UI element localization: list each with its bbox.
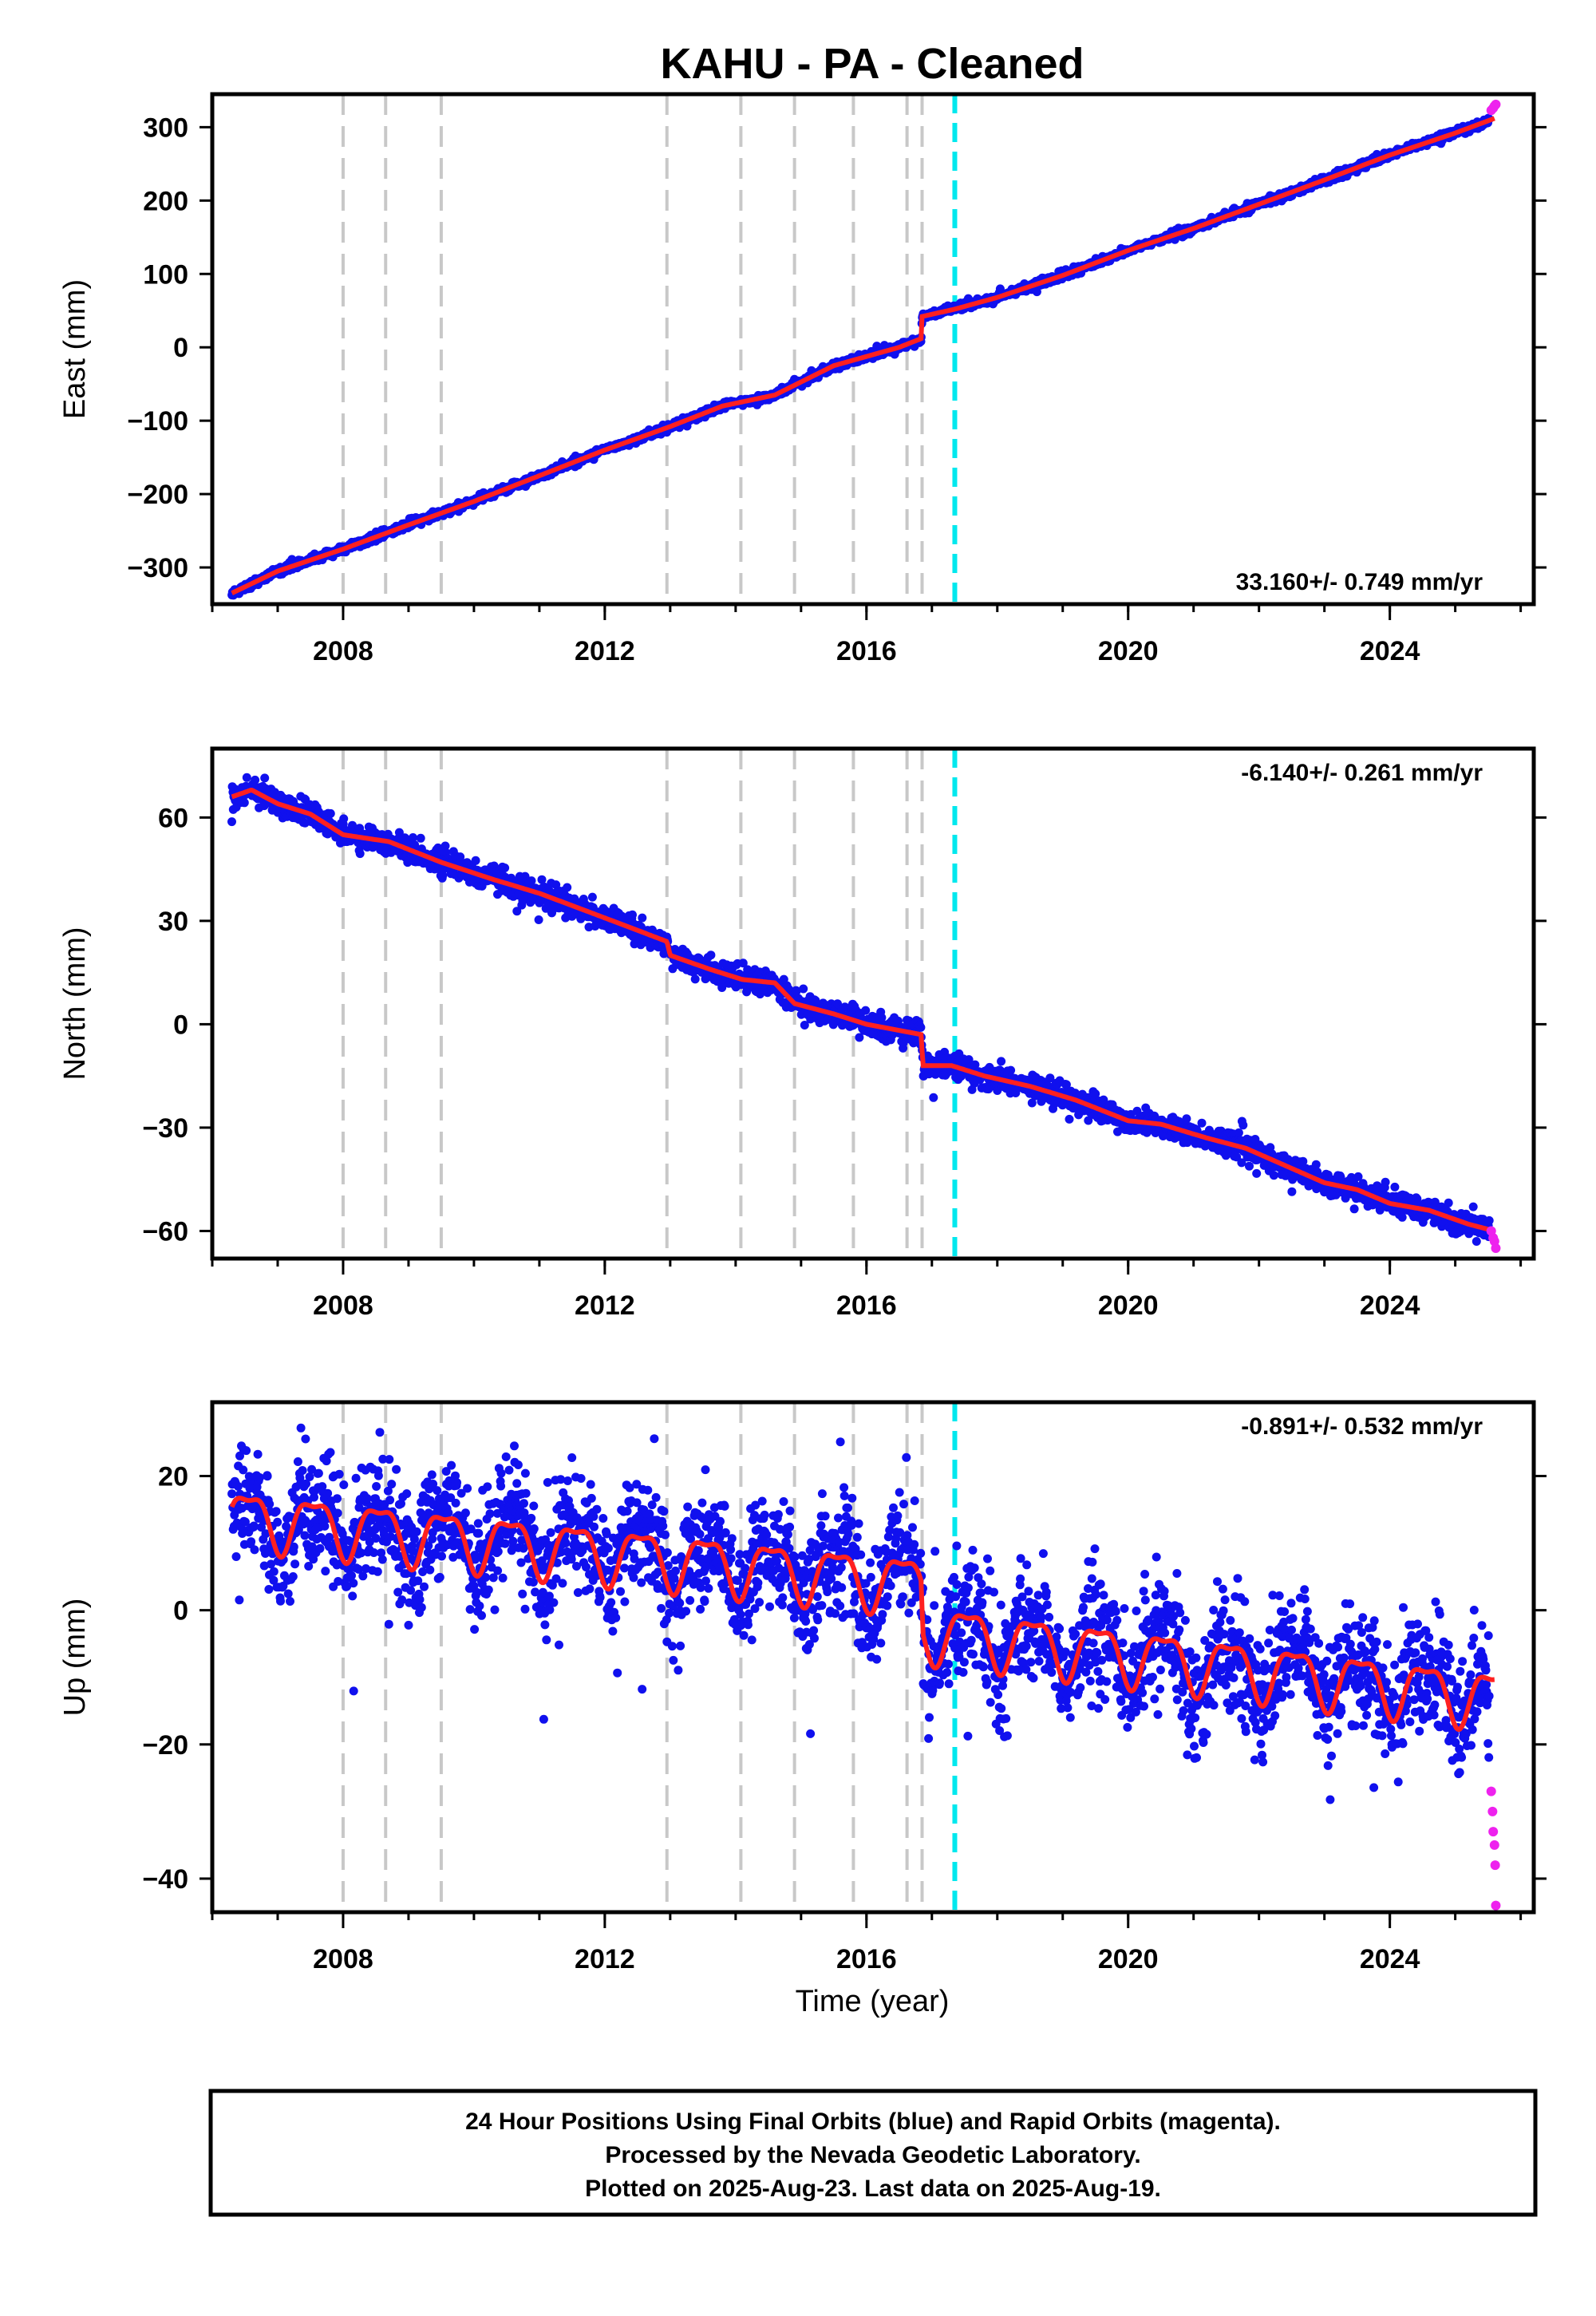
final-point	[628, 910, 637, 919]
final-point	[348, 820, 357, 830]
final-point	[1245, 1161, 1254, 1171]
final-point	[355, 849, 365, 859]
final-point	[251, 775, 260, 785]
final-point	[416, 833, 425, 843]
y-tick-label: 300	[143, 113, 188, 143]
y-axis-label: East (mm)	[58, 279, 92, 419]
chart-title: KAHU - PA - Cleaned	[660, 40, 1084, 88]
final-point	[527, 876, 536, 886]
rapid-point	[1491, 99, 1501, 109]
final-point	[537, 875, 547, 884]
final-point	[1238, 1120, 1248, 1130]
final-point	[997, 1057, 1006, 1066]
final-point	[440, 841, 450, 851]
final-point	[500, 864, 510, 872]
y-tick-label: 200	[143, 186, 188, 216]
final-point	[1197, 1118, 1207, 1128]
final-point	[438, 871, 448, 880]
fit-line	[231, 116, 1495, 595]
final-point	[1182, 1114, 1191, 1124]
final-point	[1252, 1168, 1262, 1178]
x-tick-label: 2020	[1098, 636, 1159, 666]
y-tick-label: 100	[143, 259, 188, 290]
final-point	[471, 856, 480, 865]
final-point	[242, 773, 251, 782]
rate-label: 33.160+/- 0.749 mm/yr	[1236, 569, 1483, 595]
x-tick-label: 2012	[575, 636, 635, 666]
final-point	[706, 951, 716, 960]
final-point	[1065, 1114, 1074, 1124]
final-point	[861, 1006, 871, 1015]
y-tick-label: −300	[127, 553, 188, 583]
x-tick-label: 2024	[1360, 636, 1420, 666]
final-point	[227, 817, 236, 827]
final-point	[799, 984, 808, 994]
y-tick-label: −200	[127, 480, 188, 510]
panel-frame	[210, 92, 1536, 607]
final-point	[717, 983, 727, 992]
final-point	[409, 833, 417, 842]
final-point	[339, 814, 349, 824]
final-point	[534, 915, 543, 924]
panels-group: −300 −200 −100 0 100 200 300 East (mm) 2008 2012 2…	[58, 92, 1547, 1974]
final-point	[638, 913, 647, 923]
final-point	[1269, 1171, 1278, 1180]
final-point	[929, 1093, 938, 1102]
final-point	[535, 898, 544, 907]
final-point	[587, 892, 597, 902]
final-point	[1032, 287, 1041, 297]
final-point	[690, 974, 700, 984]
final-point	[326, 808, 335, 818]
x-tick-label: 2008	[313, 636, 373, 666]
final-point	[916, 1022, 926, 1032]
y-tick-label: 0	[173, 333, 188, 363]
final-point	[563, 883, 572, 892]
y-tick-label: −100	[127, 406, 188, 437]
final-point	[239, 798, 249, 808]
final-point	[1234, 1128, 1243, 1137]
final-point	[1287, 1187, 1297, 1196]
final-point	[260, 773, 270, 783]
x-tick-label: 2016	[836, 636, 897, 666]
panel-1: −300 −200 −100 0 100 200 300 East (mm) 2008 2012 2…	[58, 92, 1547, 666]
final-point	[512, 907, 522, 916]
